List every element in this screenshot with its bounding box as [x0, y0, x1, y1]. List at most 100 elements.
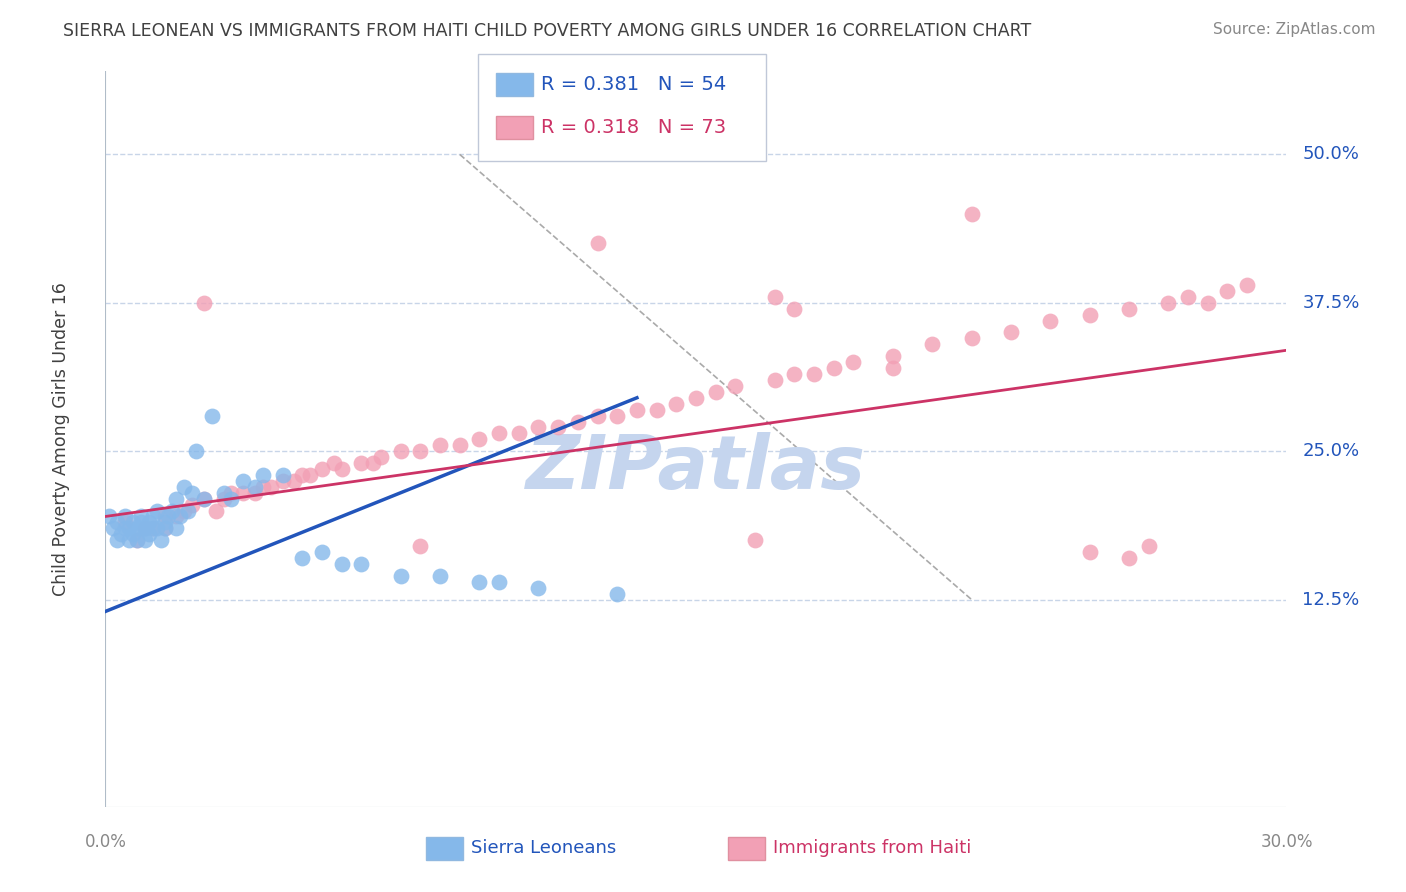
Point: [134, 521, 156, 535]
Point: [134, 521, 156, 535]
Text: Immigrants from Haiti: Immigrants from Haiti: [773, 839, 972, 857]
Point: [350, 456, 373, 470]
Point: [823, 361, 845, 376]
Point: [193, 491, 215, 506]
Point: [193, 491, 215, 506]
Point: [138, 516, 160, 530]
Point: [157, 509, 180, 524]
Point: [110, 527, 132, 541]
Point: [763, 373, 786, 387]
Point: [271, 474, 294, 488]
Point: [169, 509, 191, 524]
Point: [547, 420, 569, 434]
Point: [449, 438, 471, 452]
Point: [322, 456, 344, 470]
Point: [586, 409, 609, 423]
Point: [283, 474, 305, 488]
Text: R = 0.318   N = 73: R = 0.318 N = 73: [541, 118, 727, 137]
Text: R = 0.381   N = 54: R = 0.381 N = 54: [541, 75, 727, 95]
Point: [291, 467, 314, 482]
Point: [201, 409, 224, 423]
Point: [350, 557, 373, 571]
Point: [252, 480, 274, 494]
Point: [162, 503, 184, 517]
Text: SIERRA LEONEAN VS IMMIGRANTS FROM HAITI CHILD POVERTY AMONG GIRLS UNDER 16 CORRE: SIERRA LEONEAN VS IMMIGRANTS FROM HAITI …: [63, 22, 1032, 40]
Point: [153, 521, 176, 535]
Point: [1177, 290, 1199, 304]
Point: [243, 485, 266, 500]
Text: Child Poverty Among Girls Under 16: Child Poverty Among Girls Under 16: [52, 283, 69, 596]
Point: [783, 301, 806, 316]
Point: [361, 456, 384, 470]
Point: [153, 521, 176, 535]
Point: [488, 426, 510, 441]
Point: [142, 521, 165, 535]
Point: [1236, 278, 1258, 293]
Point: [129, 516, 152, 530]
Point: [129, 509, 152, 524]
Point: [626, 402, 648, 417]
Point: [193, 295, 215, 310]
Point: [389, 569, 412, 583]
Text: 12.5%: 12.5%: [1302, 591, 1360, 608]
Text: Sierra Leoneans: Sierra Leoneans: [471, 839, 616, 857]
Point: [882, 361, 904, 376]
Point: [311, 462, 333, 476]
Text: 30.0%: 30.0%: [1260, 833, 1313, 851]
Point: [783, 367, 806, 381]
Point: [1000, 326, 1022, 340]
Text: Source: ZipAtlas.com: Source: ZipAtlas.com: [1212, 22, 1375, 37]
Point: [704, 384, 727, 399]
Text: 25.0%: 25.0%: [1302, 442, 1360, 460]
Point: [685, 391, 707, 405]
Point: [389, 444, 412, 458]
Point: [744, 533, 766, 548]
Point: [114, 509, 136, 524]
Point: [177, 503, 200, 517]
Point: [153, 516, 176, 530]
Point: [567, 415, 589, 429]
Point: [1039, 313, 1062, 327]
Point: [232, 485, 254, 500]
Point: [960, 331, 983, 345]
Point: [330, 462, 353, 476]
Point: [370, 450, 392, 464]
Point: [271, 467, 294, 482]
Point: [311, 545, 333, 559]
Point: [260, 480, 283, 494]
Point: [409, 539, 432, 553]
Point: [103, 521, 125, 535]
Point: [724, 379, 747, 393]
Point: [142, 509, 165, 524]
Text: 0.0%: 0.0%: [84, 833, 127, 851]
Point: [204, 503, 226, 517]
Point: [232, 474, 254, 488]
Point: [125, 521, 148, 535]
Point: [527, 581, 550, 595]
Point: [299, 467, 322, 482]
Point: [105, 533, 128, 548]
Point: [1078, 545, 1101, 559]
Point: [1118, 301, 1140, 316]
Text: 37.5%: 37.5%: [1302, 293, 1360, 312]
Point: [468, 574, 491, 589]
Point: [114, 521, 136, 535]
Point: [142, 521, 165, 535]
Text: 50.0%: 50.0%: [1302, 145, 1360, 163]
Point: [1118, 551, 1140, 566]
Point: [527, 420, 550, 434]
Point: [763, 290, 786, 304]
Point: [184, 444, 207, 458]
Point: [803, 367, 825, 381]
Point: [221, 485, 243, 500]
Point: [145, 503, 167, 517]
Point: [882, 349, 904, 363]
Point: [173, 480, 195, 494]
Point: [125, 533, 148, 548]
Point: [118, 533, 141, 548]
Point: [1157, 295, 1180, 310]
Point: [1197, 295, 1219, 310]
Point: [165, 491, 187, 506]
Point: [409, 444, 432, 458]
Point: [1216, 284, 1239, 298]
